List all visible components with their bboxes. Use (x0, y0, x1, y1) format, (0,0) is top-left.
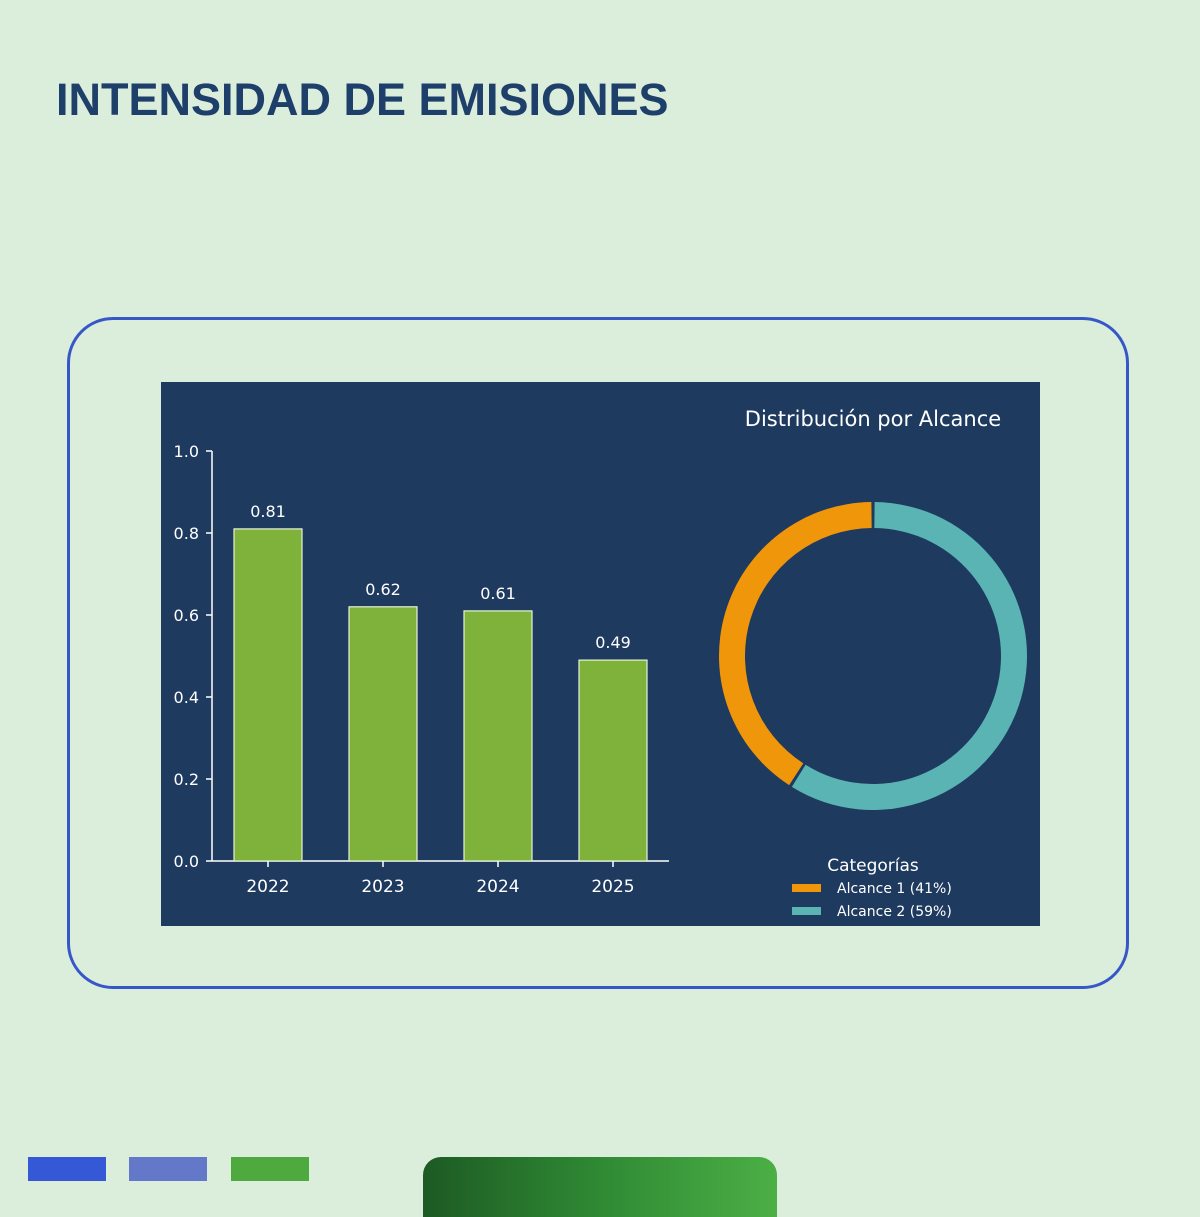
footer-gradient-bar (423, 1157, 777, 1217)
bar-data-label: 0.62 (365, 580, 401, 599)
chart-panel: 0.0 0.2 0.4 0.6 0.8 1.0 0.81 2022 0.62 2023 0.61 20… (161, 382, 1040, 926)
donut-slice (791, 502, 1027, 810)
legend-swatch (792, 884, 821, 892)
donut-slices (719, 502, 1027, 810)
x-tick-label: 2023 (361, 877, 404, 897)
y-tick-label: 0.8 (174, 524, 199, 543)
bar (578, 659, 648, 862)
y-tick-label: 1.0 (174, 442, 199, 461)
x-tick-label: 2025 (591, 877, 634, 897)
legend-label: Alcance 1 (41%) (837, 881, 952, 897)
donut-chart: Distribución por Alcance Categorías Alca… (719, 407, 1027, 920)
decorative-swatch-green (231, 1157, 309, 1181)
bar-data-label: 0.81 (250, 502, 286, 521)
y-tick-label: 0.0 (174, 852, 199, 871)
bar (348, 606, 418, 862)
decorative-swatch-periwinkle (129, 1157, 207, 1181)
bar (463, 610, 533, 862)
legend: Alcance 1 (41%) Alcance 2 (59%) (792, 881, 952, 920)
y-tick-label: 0.2 (174, 770, 199, 789)
legend-swatch (792, 907, 821, 915)
bar-data-label: 0.61 (480, 584, 516, 603)
y-tick-label: 0.4 (174, 688, 199, 707)
legend-title: Categorías (827, 856, 919, 876)
decorative-swatch-blue (28, 1157, 106, 1181)
page-title: INTENSIDAD DE EMISIONES (56, 74, 669, 125)
donut-title: Distribución por Alcance (745, 407, 1001, 431)
donut-slice (719, 502, 872, 786)
bar-data-label: 0.49 (595, 633, 631, 652)
y-tick-label: 0.6 (174, 606, 199, 625)
x-tick-label: 2022 (246, 877, 289, 897)
charts-svg: 0.0 0.2 0.4 0.6 0.8 1.0 0.81 2022 0.62 2023 0.61 20… (174, 407, 1027, 920)
bar (233, 528, 303, 862)
bar-chart: 0.0 0.2 0.4 0.6 0.8 1.0 0.81 2022 0.62 2023 0.61 20… (174, 442, 669, 897)
chart-frame (67, 317, 1129, 989)
legend-label: Alcance 2 (59%) (837, 904, 952, 920)
x-tick-label: 2024 (476, 877, 519, 897)
